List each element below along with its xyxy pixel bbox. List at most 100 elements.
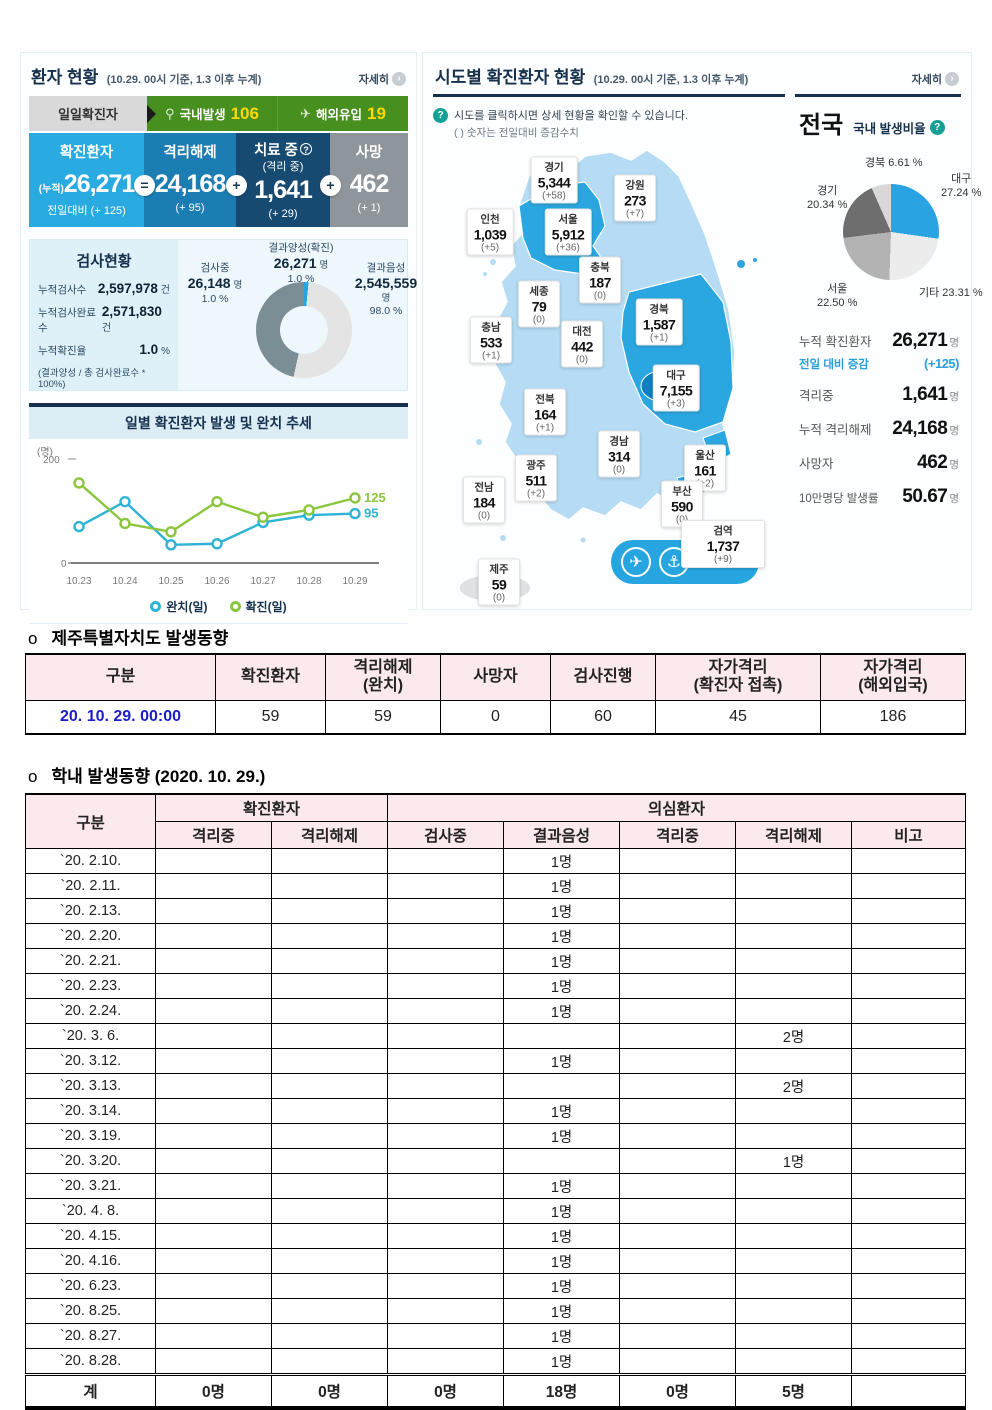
map-region-label[interactable]: 세종 79 (0) [518, 280, 560, 328]
plus-icon: + [320, 175, 341, 196]
school-subheader: 격리해제 [270, 821, 389, 849]
school-row: `20. 3.21. 1명 [25, 1173, 967, 1199]
school-row-date: `20. 3.12. [25, 1048, 156, 1074]
domestic-rate-label: 국내 발생비율 [853, 118, 945, 137]
donut-label-positive: 결과양성(확진) 26,271 명 1.0 % [268, 242, 334, 285]
national-pie-zone: 경북 6.61 % 대구 27.24 % 경기 20.34 % 서울 [799, 140, 983, 320]
help-icon[interactable] [300, 143, 313, 155]
question-icon[interactable] [929, 120, 945, 135]
school-row-date: `20. 2.13. [25, 898, 156, 924]
airplane-icon: ✈ [621, 547, 651, 577]
jeju-table: 구분 확진환자 격리해제 (완치) 사망자 [25, 653, 966, 735]
stat-deaths: 사망 462 (+ 1) [330, 133, 408, 227]
map-region-label[interactable]: 광주 511 (+2) [515, 454, 557, 502]
donut-label-testing: 검사중 26,148 명 1.0 % [187, 262, 243, 305]
map-region-label[interactable]: 경기 5,344 (+58) [530, 156, 578, 204]
school-row-date: `20. 3.13. [25, 1073, 156, 1099]
map-region-label[interactable]: 전남 184 (0) [463, 476, 505, 524]
map-region-label[interactable]: 서울 5,912 (+36) [544, 208, 592, 256]
svg-text:10.26: 10.26 [204, 576, 229, 587]
imported-cases[interactable]: ✈ 해외유입 19 [277, 96, 408, 131]
korea-map: 경기 5,344 (+58) 강원 273 (+7) 인천 1,039 (+5) [433, 142, 785, 612]
airplane-icon: ✈ [300, 105, 311, 121]
circle-marker-icon [229, 601, 241, 612]
pie-label: 서울 22.50 % [817, 283, 858, 310]
tab-daily-confirmed[interactable]: 일일확진자 [29, 96, 147, 131]
school-row-date: `20. 2.21. [25, 948, 156, 974]
pie-label: 경기 20.34 % [807, 185, 848, 212]
school-row-date: `20. 4.16. [25, 1248, 156, 1274]
school-row: `20. 2.10. 1명 [25, 848, 967, 874]
map-region-label[interactable]: 경북 1,587 (+1) [635, 298, 683, 346]
location-pin-icon: ⚲ [165, 105, 175, 121]
trend-chart-title: 일별 확진환자 발생 및 완치 추세 [29, 407, 408, 439]
patient-status-panel: 환자 현황 (10.29. 00시 기준, 1.3 이후 누계) 자세히 일일확… [20, 52, 417, 624]
school-subheader: 격리해제 [735, 821, 853, 849]
pie-label: 대구 27.24 % [941, 173, 982, 200]
map-region-label[interactable]: 전북 164 (+1) [524, 388, 566, 436]
panel-title: 환자 현황 [31, 68, 99, 87]
map-region-label[interactable]: 충북 187 (0) [579, 256, 621, 304]
school-row: `20. 6.23. 1명 [25, 1273, 967, 1299]
school-row: `20. 3.20. 1명 [25, 1148, 967, 1174]
chevron-right-icon [392, 72, 406, 86]
jeju-header-cell: 구분 [25, 653, 216, 701]
jeju-section-title: o 제주특별자치도 발생동향 [28, 629, 229, 648]
svg-text:10.28: 10.28 [296, 576, 321, 587]
school-row: `20. 3.13. 2명 [25, 1073, 967, 1099]
school-subheader: 격리중 [155, 821, 272, 849]
panel-subtitle: (10.29. 00시 기준, 1.3 이후 누계) [593, 74, 749, 86]
question-icon [433, 107, 448, 123]
island-dot [500, 535, 506, 541]
national-stats: 누적 확진환자 26,271 명 전일 대비 증감 (+125) 격리중 1,641 명 … [799, 330, 961, 508]
plus-icon: + [226, 175, 247, 196]
circle-marker-icon [150, 601, 162, 612]
school-row-date: `20. 3.20. [25, 1148, 156, 1174]
map-region-label[interactable]: 제주 59 (0) [478, 558, 520, 606]
svg-text:10.23: 10.23 [66, 576, 91, 587]
national-summary: 전국 국내 발생비율 경북 6.61 % 대구 27.24 % [785, 97, 983, 612]
svg-text:10.27: 10.27 [250, 576, 275, 587]
school-row: `20. 2.24. 1명 [25, 998, 967, 1024]
map-region-label[interactable]: 경남 314 (0) [598, 430, 640, 478]
more-button[interactable]: 자세히 [912, 71, 959, 87]
map-hint: 시도를 클릭하시면 상세 현황을 확인할 수 있습니다. [433, 107, 785, 123]
regional-status-panel: 시도별 확진환자 현황 (10.29. 00시 기준, 1.3 이후 누계) 자… [422, 52, 983, 612]
test-note: (결과양성 / 총 검사완료수 * 100%) [38, 368, 146, 390]
trend-chart-card: 일별 확진환자 발생 및 완치 추세 (명) 200 0 10.23 10.24 10.2… [29, 403, 408, 624]
legend-item-confirmed: 확진(일) [229, 598, 287, 615]
quarantine-label[interactable]: 검역 1,737 (+9) [681, 520, 765, 568]
school-row-date: `20. 3.21. [25, 1173, 156, 1199]
pie-label: 경북 6.61 % [865, 157, 923, 169]
school-row: `20. 2.13. 1명 [25, 898, 967, 924]
school-row: `20. 2.21. 1명 [25, 948, 967, 974]
domestic-cases[interactable]: ⚲ 국내발생 106 [165, 103, 259, 123]
island-dot [476, 439, 482, 445]
map-region-label[interactable]: 충남 533 (+1) [470, 316, 512, 364]
school-row: `20. 2.23. 1명 [25, 973, 967, 999]
school-row-date: `20. 2.24. [25, 998, 156, 1024]
test-donut [256, 282, 352, 378]
map-region-label[interactable]: 강원 273 (+7) [614, 174, 656, 222]
map-region-label[interactable]: 대구 7,155 (+3) [652, 364, 700, 412]
school-row-date: `20. 4. 8. [25, 1198, 156, 1224]
more-button[interactable]: 자세히 [359, 71, 406, 87]
school-row-date: `20. 2.23. [25, 973, 156, 999]
school-row-date: `20. 3.19. [25, 1123, 156, 1149]
island-dot [490, 259, 496, 265]
stat-boxes: 확진환자 (누적)26,271 전일대비 (+ 125) 격리해제 24,168… [29, 133, 408, 227]
school-row-date: `20. 8.25. [25, 1298, 156, 1324]
regional-status-header: 시도별 확진환자 현황 (10.29. 00시 기준, 1.3 이후 누계) 자… [433, 59, 961, 94]
school-row: `20. 3.12. 1명 [25, 1048, 967, 1074]
stat-row: 사망자 462 명 [799, 452, 959, 473]
map-region-label[interactable]: 인천 1,039 (+5) [466, 208, 514, 256]
stat-row: 격리중 1,641 명 [799, 384, 959, 405]
island-dot [580, 537, 586, 543]
legend-item-recovered: 완치(일) [150, 598, 208, 615]
map-region-label[interactable]: 부산 590 (0) [661, 480, 703, 528]
test-status-title: 검사현황 [76, 253, 132, 270]
test-status-card: 검사현황 누적검사수 2,597,978 건 누적검사완료수 2,571,830 건… [29, 239, 417, 391]
map-region-label[interactable]: 대전 442 (0) [561, 320, 603, 368]
patient-status-header: 환자 현황 (10.29. 00시 기준, 1.3 이후 누계) 자세히 [29, 59, 408, 94]
jeju-header-cell: 자가격리 (확진자 접촉) [655, 653, 821, 701]
